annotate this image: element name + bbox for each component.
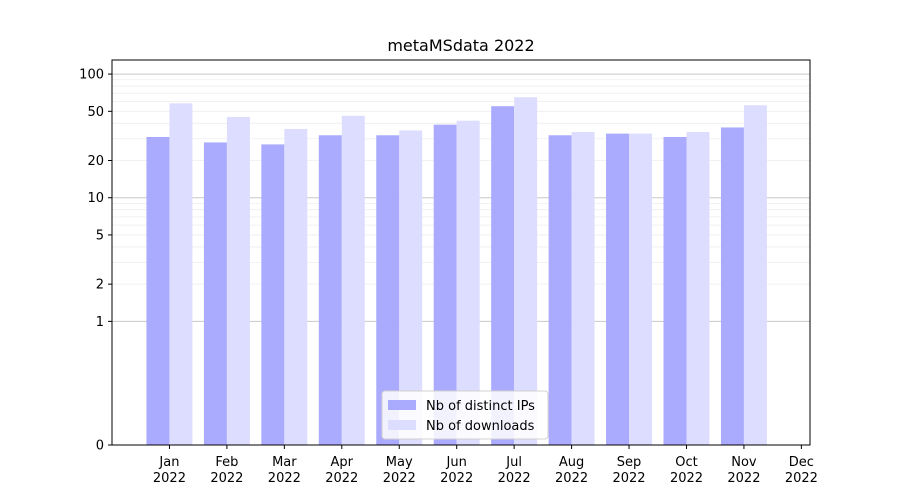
bar-ips: [376, 135, 400, 445]
legend-label: Nb of distinct IPs: [426, 399, 535, 414]
legend: Nb of distinct IPs Nb of downloads: [381, 390, 549, 440]
x-tick-label-line: 2022: [498, 471, 531, 486]
y-tick-label: 50: [87, 105, 104, 120]
x-tick-label-line: 2022: [383, 471, 416, 486]
y-axis-ticks: 0 1 2 5 10 20 50 100: [79, 68, 112, 454]
y-tick-label: 10: [87, 191, 104, 206]
x-tick-label-line: Dec: [789, 455, 814, 470]
legend-swatch: [388, 400, 416, 410]
y-tick-label: 1: [96, 315, 104, 330]
x-tick-label-line: 2022: [440, 471, 473, 486]
x-tick-label: May 2022: [383, 455, 416, 486]
x-tick-label-line: 2022: [268, 471, 301, 486]
bar-ips: [203, 142, 227, 445]
x-tick-label-line: 2022: [785, 471, 818, 486]
plot-frame: [111, 59, 811, 446]
x-tick-label: Jul 2022: [498, 455, 531, 486]
legend-box: [381, 390, 549, 440]
bar-downloads: [399, 130, 423, 445]
bar-ips: [433, 124, 457, 445]
bar-downloads: [456, 120, 480, 446]
y-tick-label: 20: [87, 154, 104, 169]
x-tick-label-line: Oct: [675, 455, 697, 470]
x-tick-label-line: Nov: [731, 455, 757, 470]
x-tick-label-line: 2022: [555, 471, 588, 486]
x-tick-label-line: Apr: [331, 455, 354, 470]
bar-ips: [606, 133, 630, 445]
x-tick-label: Apr 2022: [325, 455, 358, 486]
x-tick-label-line: Jul: [505, 455, 522, 470]
bar-downloads: [226, 116, 250, 445]
bar-ips: [548, 135, 572, 445]
x-tick-label: Nov 2022: [727, 455, 760, 486]
x-tick-label-line: 2022: [153, 471, 186, 486]
x-tick-label-line: Jun: [446, 455, 467, 470]
chart-title: metaMSdata 2022: [387, 36, 534, 55]
bar-ips: [720, 127, 744, 446]
bar-ips: [318, 135, 342, 445]
bar-downloads: [514, 97, 538, 446]
x-tick-label-line: 2022: [612, 471, 645, 486]
x-tick-label-line: Feb: [215, 455, 238, 470]
bar-ips: [663, 136, 687, 445]
bar-downloads: [743, 105, 767, 445]
x-tick-label: Dec 2022: [785, 455, 818, 486]
x-tick-label-line: 2022: [325, 471, 358, 486]
x-tick-label: Feb 2022: [210, 455, 243, 486]
x-tick-label-line: Sep: [617, 455, 642, 470]
bar-downloads: [686, 132, 710, 446]
bar-downloads: [629, 133, 653, 445]
x-tick-label: Oct 2022: [670, 455, 703, 486]
x-tick-label: Jan 2022: [153, 455, 186, 486]
x-tick-label: Mar 2022: [268, 455, 301, 486]
bar-downloads: [284, 128, 308, 445]
legend-swatch: [388, 420, 416, 430]
bar-downloads: [571, 132, 595, 446]
x-tick-label-line: Aug: [559, 455, 584, 470]
y-tick-label: 100: [79, 68, 104, 83]
x-tick-label-line: 2022: [670, 471, 703, 486]
y-tick-label: 0: [96, 439, 104, 454]
x-tick-label: Sep 2022: [612, 455, 645, 486]
x-tick-label-line: 2022: [727, 471, 760, 486]
axes: [111, 59, 811, 446]
x-tick-label-line: Mar: [272, 455, 297, 470]
x-tick-label-line: May: [386, 455, 413, 470]
x-tick-label: Jun 2022: [440, 455, 473, 486]
bar-downloads: [341, 115, 365, 446]
legend-label: Nb of downloads: [426, 419, 535, 434]
x-tick-label-line: 2022: [210, 471, 243, 486]
x-tick-label-line: Jan: [158, 455, 179, 470]
y-tick-label: 2: [96, 278, 104, 293]
bar-ips: [261, 144, 285, 445]
bar-downloads: [169, 103, 193, 445]
bars: [146, 97, 767, 446]
x-tick-label: Aug 2022: [555, 455, 588, 486]
y-tick-label: 5: [96, 228, 104, 243]
bar-ips: [491, 106, 515, 445]
bar-ips: [146, 136, 170, 445]
